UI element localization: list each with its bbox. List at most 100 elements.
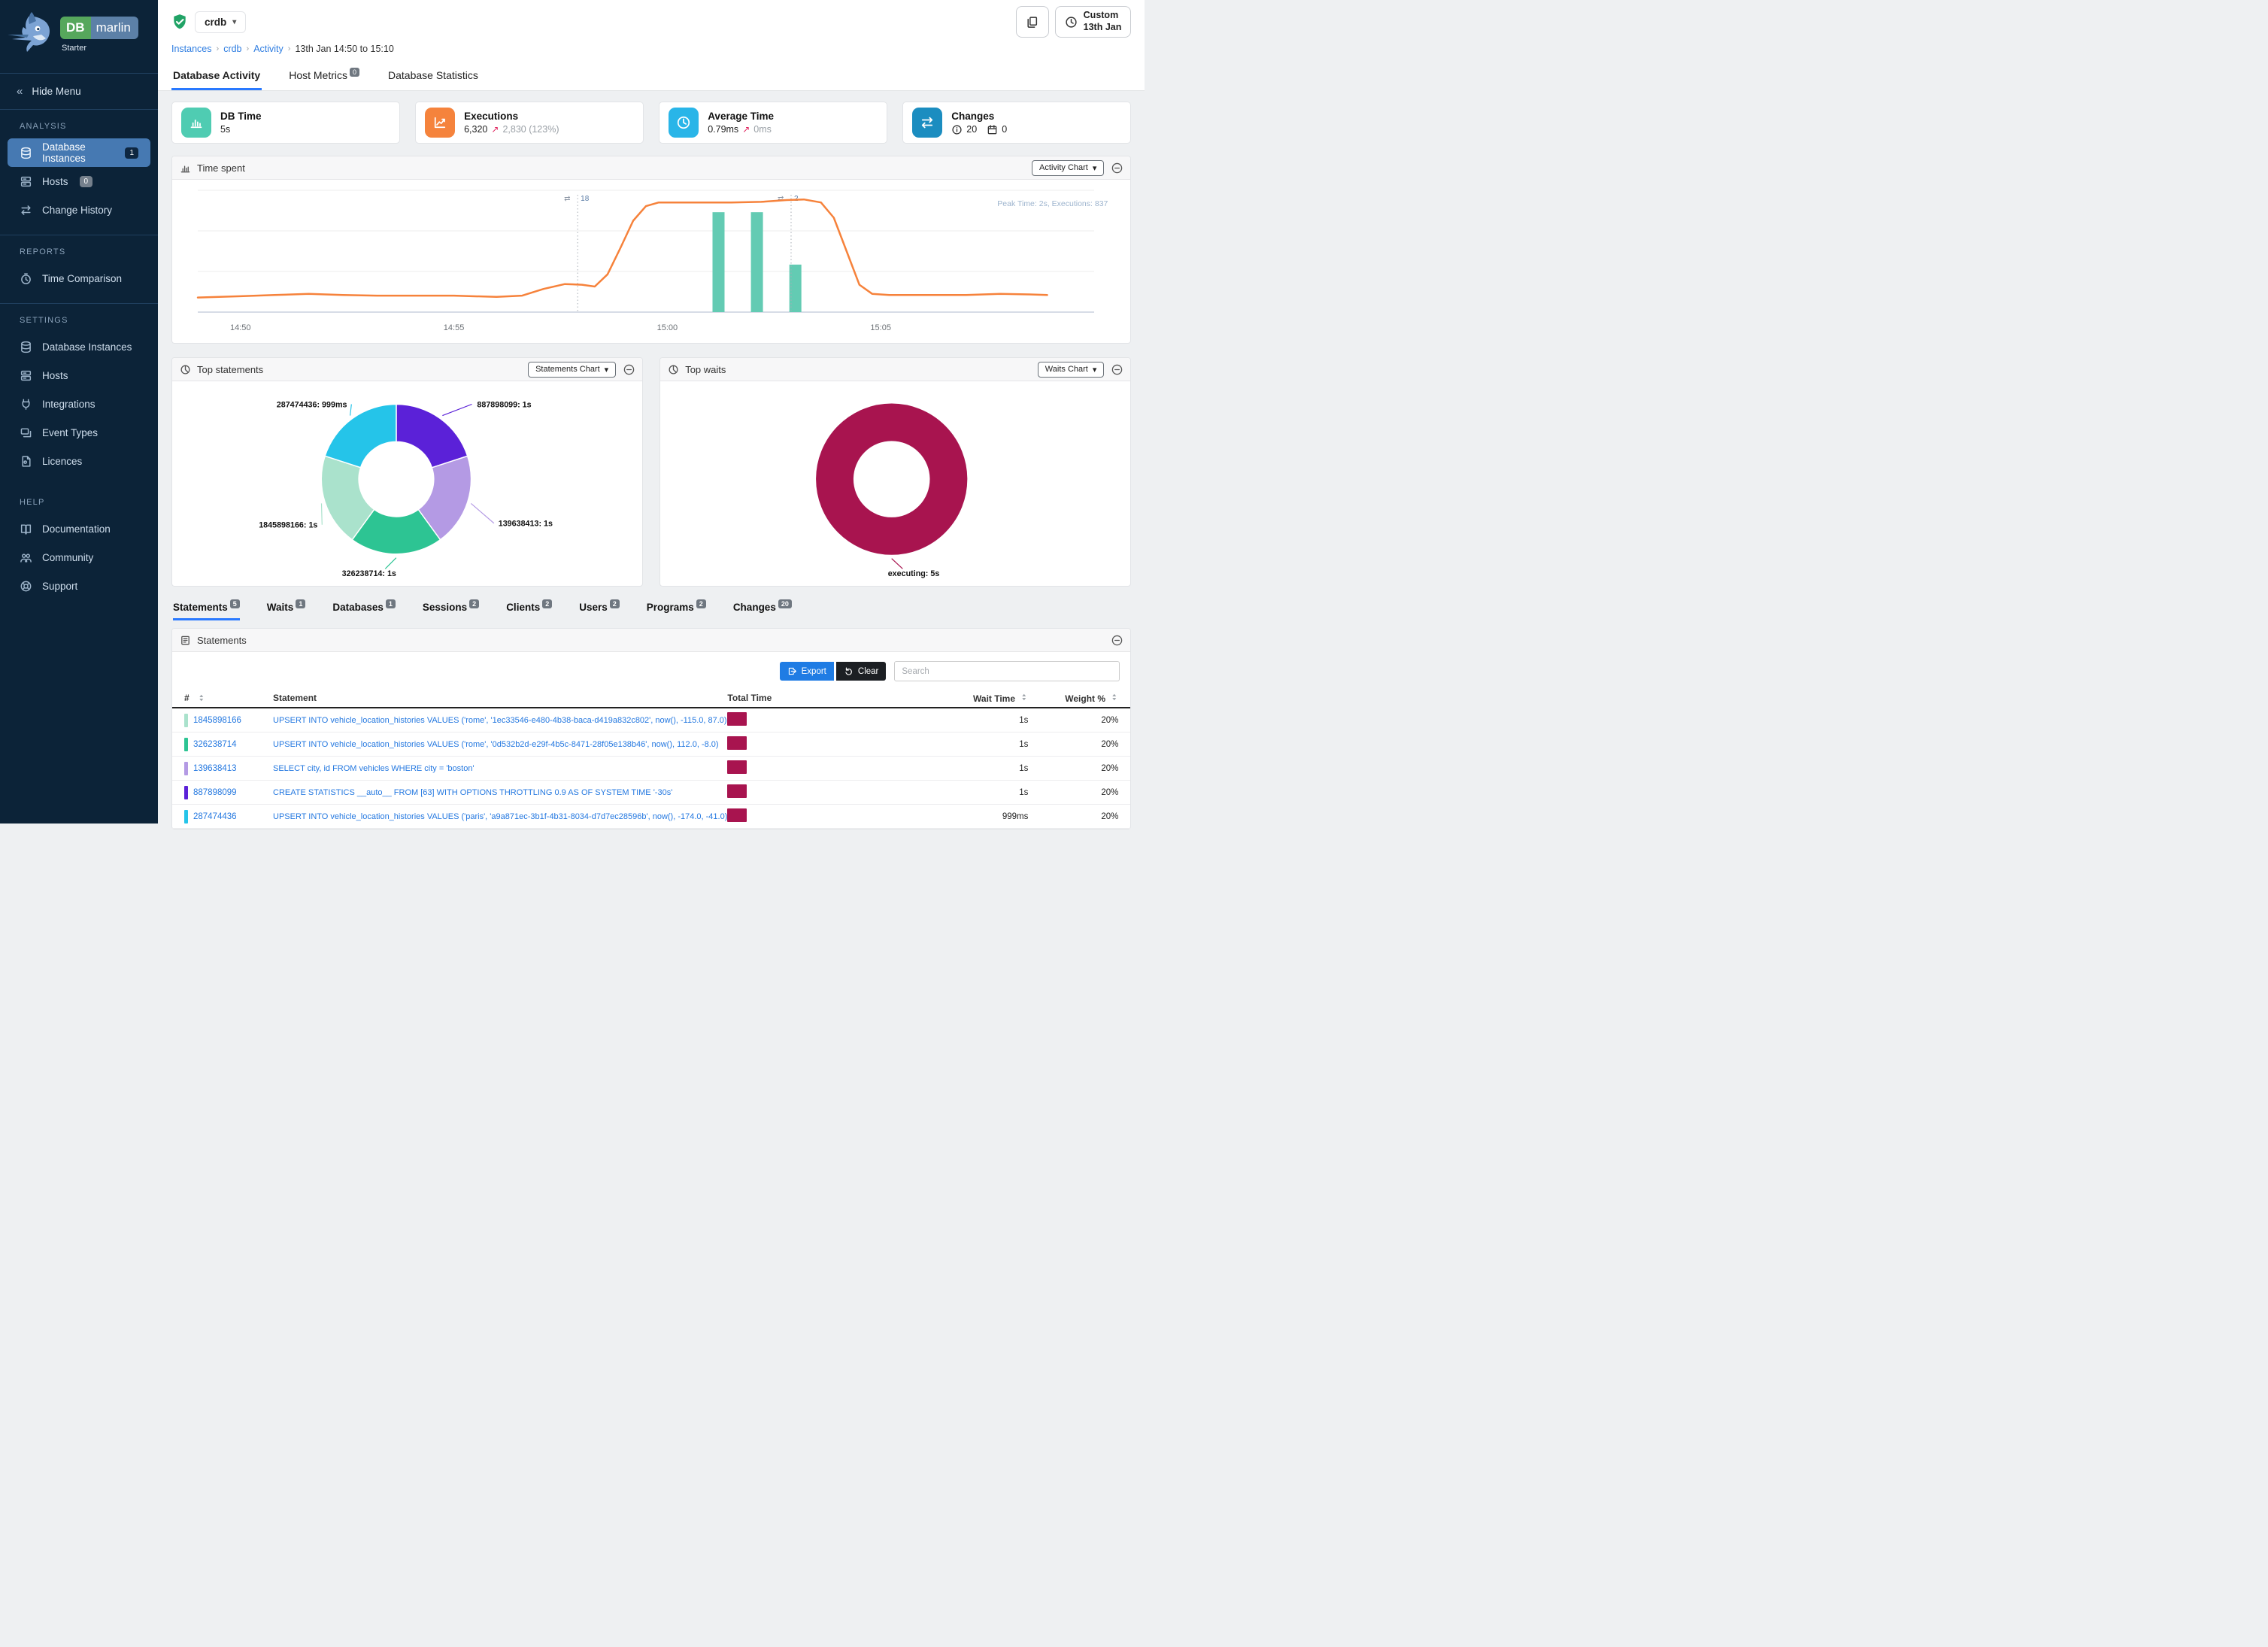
change-annotation-icon: ⇄ bbox=[778, 195, 784, 203]
copy-link-button[interactable] bbox=[1015, 6, 1049, 38]
donut-slice-326238714-1s[interactable] bbox=[351, 508, 441, 555]
sort-icon[interactable] bbox=[1020, 693, 1028, 702]
detail-tab-badge: 1 bbox=[385, 599, 396, 608]
clear-button[interactable]: Clear bbox=[835, 662, 887, 681]
wait-time-value: 1s bbox=[1019, 763, 1029, 773]
donut-slice-287474436-999ms[interactable] bbox=[324, 403, 397, 469]
statement-id-link[interactable]: 139638413 bbox=[193, 763, 237, 773]
statement-text-link[interactable]: SELECT city, id FROM vehicles WHERE city… bbox=[273, 763, 475, 773]
export-button[interactable]: Export bbox=[779, 662, 834, 681]
sidebar-item-change-history[interactable]: Change History bbox=[8, 196, 150, 224]
wait-time-value: 1s bbox=[1019, 715, 1029, 725]
breadcrumb-link-instances[interactable]: Instances bbox=[171, 44, 212, 54]
sort-icon[interactable] bbox=[1111, 693, 1118, 702]
sidebar-item-licences[interactable]: Licences bbox=[8, 447, 150, 475]
top-waits-title: Top waits bbox=[685, 363, 726, 375]
col-statement-label[interactable]: Statement bbox=[273, 693, 317, 703]
detail-tab-badge: 1 bbox=[296, 599, 306, 608]
statement-text-link[interactable]: CREATE STATISTICS __auto__ FROM [63] WIT… bbox=[273, 787, 673, 797]
statement-color-chip bbox=[184, 737, 188, 751]
statement-id-link[interactable]: 1845898166 bbox=[193, 715, 241, 725]
waits-chart-dropdown[interactable]: Waits Chart ▾ bbox=[1037, 361, 1105, 378]
detail-tab-clients[interactable]: Clients 2 bbox=[506, 599, 553, 620]
statement-id-link[interactable]: 326238714 bbox=[193, 739, 237, 749]
executions-bar bbox=[712, 212, 725, 312]
donut-slice-139638413-1s[interactable] bbox=[417, 455, 472, 541]
col-weight-label[interactable]: Weight % bbox=[1065, 693, 1106, 704]
time-range-button[interactable]: Custom 13th Jan bbox=[1054, 6, 1132, 38]
tab-host-metrics[interactable]: Host Metrics 0 bbox=[287, 65, 361, 90]
detail-tab-programs[interactable]: Programs 2 bbox=[647, 599, 706, 620]
detail-tab-badge: 2 bbox=[696, 599, 706, 608]
statement-text-link[interactable]: UPSERT INTO vehicle_location_histories V… bbox=[273, 715, 727, 725]
weight-value: 20% bbox=[1101, 715, 1119, 725]
instance-selector[interactable]: crdb ▾ bbox=[195, 11, 247, 33]
search-input[interactable] bbox=[894, 661, 1120, 681]
sidebar-item-time-comparison[interactable]: Time Comparison bbox=[8, 264, 150, 293]
detail-tab-waits[interactable]: Waits 1 bbox=[267, 599, 306, 620]
kpi-value: 6,320 ↗ 2,830 (123%) bbox=[464, 124, 559, 135]
x-axis-tick: 15:00 bbox=[657, 323, 678, 332]
logo-db-badge: DB bbox=[60, 17, 91, 39]
clock-icon bbox=[1065, 16, 1078, 29]
pie-chart-icon bbox=[180, 364, 191, 375]
hide-menu-button[interactable]: « Hide Menu bbox=[0, 74, 158, 110]
donut-slice-1845898166-1s[interactable] bbox=[320, 455, 375, 541]
sort-icon[interactable] bbox=[198, 693, 205, 702]
statement-text-link[interactable]: UPSERT INTO vehicle_location_histories V… bbox=[273, 811, 728, 821]
sidebar-item-hosts[interactable]: Hosts 0 bbox=[8, 167, 150, 196]
top-statements-donut-chart: 887898099: 1s 139638413: 1s 326238714: 1s 1… bbox=[259, 400, 553, 578]
detail-tab-changes[interactable]: Changes 20 bbox=[733, 599, 792, 620]
sidebar-item-label: Licences bbox=[42, 455, 83, 467]
activity-chart-label: Activity Chart bbox=[1039, 163, 1088, 172]
detail-tab-users[interactable]: Users 2 bbox=[579, 599, 620, 620]
breadcrumb-link-activity[interactable]: Activity bbox=[253, 44, 284, 54]
sidebar-item-database-instances[interactable]: Database Instances 1 bbox=[8, 138, 150, 167]
col-total-time-label[interactable]: Total Time bbox=[727, 693, 772, 703]
list-icon bbox=[180, 635, 191, 646]
donut-slice-executing-5s[interactable] bbox=[816, 403, 968, 555]
collapse-panel-icon[interactable] bbox=[623, 364, 635, 375]
donut-slice-887898099-1s[interactable] bbox=[396, 403, 468, 469]
sidebar-item-event-types[interactable]: Event Types bbox=[8, 418, 150, 447]
table-row: 1845898166 UPSERT INTO vehicle_location_h… bbox=[172, 708, 1131, 733]
kpi-title: DB Time bbox=[220, 111, 262, 122]
col-wait-time-label[interactable]: Wait Time bbox=[973, 693, 1016, 704]
trend-up-icon: ↗ bbox=[491, 124, 499, 135]
statements-chart-label: Statements Chart bbox=[535, 365, 600, 374]
sidebar-item-hosts[interactable]: Hosts bbox=[8, 361, 150, 390]
activity-chart-dropdown[interactable]: Activity Chart ▾ bbox=[1032, 159, 1105, 176]
statement-id-link[interactable]: 887898099 bbox=[193, 787, 237, 797]
statement-text-link[interactable]: UPSERT INTO vehicle_location_histories V… bbox=[273, 739, 719, 749]
detail-tab-statements[interactable]: Statements 5 bbox=[173, 599, 240, 620]
collapse-panel-icon[interactable] bbox=[1111, 162, 1123, 174]
statement-color-chip bbox=[184, 785, 188, 799]
tab-database-statistics[interactable]: Database Statistics bbox=[387, 65, 480, 90]
sidebar-sections: ANALYSIS Database Instances 1 Hosts 0 Change … bbox=[0, 110, 158, 611]
tab-label: Database Statistics bbox=[388, 69, 478, 81]
tab-database-activity[interactable]: Database Activity bbox=[171, 65, 262, 90]
collapse-panel-icon[interactable] bbox=[1111, 635, 1123, 646]
change-annotation-icon: ⇄ bbox=[564, 195, 570, 203]
sidebar-item-database-instances[interactable]: Database Instances bbox=[8, 332, 150, 361]
statement-id-link[interactable]: 287474436 bbox=[193, 811, 237, 821]
collapse-panel-icon[interactable] bbox=[1111, 364, 1123, 375]
clock-icon bbox=[676, 115, 691, 130]
sidebar-item-label: Database Instances bbox=[42, 341, 132, 353]
detail-tab-sessions[interactable]: Sessions 2 bbox=[423, 599, 480, 620]
table-row: 287474436 UPSERT INTO vehicle_location_hi… bbox=[172, 805, 1131, 829]
sidebar-item-integrations[interactable]: Integrations bbox=[8, 390, 150, 418]
sidebar-section-settings: SETTINGS Database Instances Hosts Integrati… bbox=[0, 303, 158, 486]
sidebar-item-documentation[interactable]: Documentation bbox=[8, 514, 150, 543]
breadcrumb-link-crdb[interactable]: crdb bbox=[223, 44, 242, 54]
database-icon bbox=[20, 341, 32, 353]
sidebar-item-community[interactable]: Community bbox=[8, 543, 150, 572]
col-id-label[interactable]: # bbox=[184, 693, 190, 703]
statements-panel: Statements Export bbox=[171, 628, 1132, 830]
detail-tab-badge: 2 bbox=[469, 599, 480, 608]
statements-chart-dropdown[interactable]: Statements Chart ▾ bbox=[528, 361, 617, 378]
detail-tab-databases[interactable]: Databases 1 bbox=[332, 599, 396, 620]
top-statements-panel: Top statements Statements Chart ▾ bbox=[171, 357, 644, 587]
licence-icon bbox=[20, 455, 32, 468]
sidebar-item-support[interactable]: Support bbox=[8, 572, 150, 600]
